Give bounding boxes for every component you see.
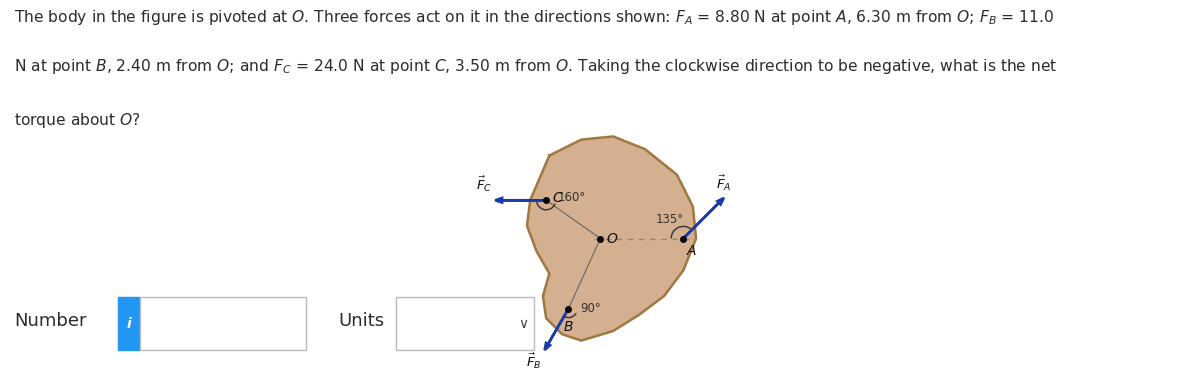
Text: C: C	[552, 191, 563, 204]
Text: torque about $\it{O}$?: torque about $\it{O}$?	[14, 111, 142, 131]
Text: $\vec{F}_C$: $\vec{F}_C$	[475, 174, 492, 194]
Text: Units: Units	[338, 312, 384, 330]
FancyArrow shape	[683, 198, 724, 239]
Text: 160°: 160°	[558, 190, 586, 204]
Text: Number: Number	[14, 312, 86, 330]
Text: ∨: ∨	[518, 317, 528, 331]
FancyBboxPatch shape	[118, 297, 140, 350]
Text: $\vec{F}_B$: $\vec{F}_B$	[526, 352, 541, 371]
FancyArrow shape	[545, 308, 569, 350]
FancyBboxPatch shape	[396, 297, 534, 350]
FancyBboxPatch shape	[140, 297, 306, 350]
FancyArrow shape	[496, 198, 546, 203]
Text: N at point $\it{B}$, 2.40 m from $\it{O}$; and $\it{F}$$_C$ = 24.0 N at point $\: N at point $\it{B}$, 2.40 m from $\it{O}…	[14, 57, 1058, 76]
Polygon shape	[527, 136, 696, 341]
Text: A: A	[688, 244, 697, 258]
Text: $\vec{F}_A$: $\vec{F}_A$	[716, 173, 732, 193]
Text: 90°: 90°	[580, 302, 601, 315]
Text: O: O	[607, 231, 618, 246]
Text: The body in the figure is pivoted at $\it{O}$. Three forces act on it in the dir: The body in the figure is pivoted at $\i…	[14, 8, 1055, 27]
Text: 135°: 135°	[655, 213, 683, 226]
Text: i: i	[127, 317, 131, 331]
Text: B: B	[564, 319, 574, 334]
